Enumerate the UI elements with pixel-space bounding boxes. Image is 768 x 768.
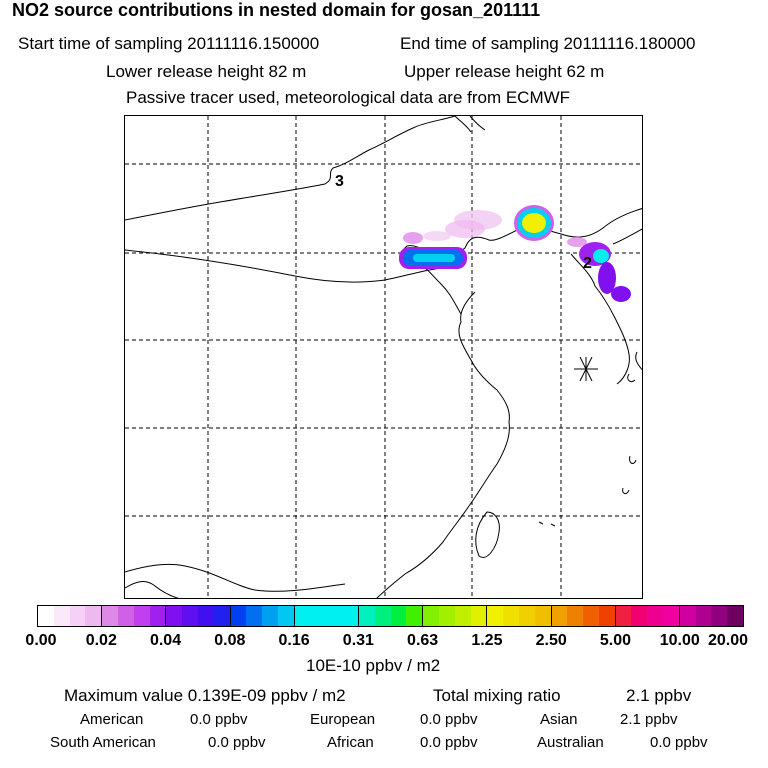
colorbar-tick-label: 2.50 bbox=[535, 632, 567, 649]
colorbar-segment bbox=[551, 606, 616, 626]
colorbar bbox=[37, 605, 744, 627]
colorbar-tick-label: 0.16 bbox=[278, 632, 310, 649]
colorbar-tick-label: 0.02 bbox=[85, 632, 117, 649]
colorbar-segment bbox=[294, 606, 359, 626]
region-name-african: African bbox=[327, 734, 374, 751]
total-mixing-label: Total mixing ratio bbox=[433, 686, 561, 705]
region-value-south-american: 0.0 ppbv bbox=[208, 734, 266, 751]
region-value-american: 0.0 ppbv bbox=[190, 711, 248, 728]
region-name-american: American bbox=[80, 711, 144, 728]
coastlines bbox=[125, 116, 642, 598]
colorbar-tick-label: 1.25 bbox=[471, 632, 503, 649]
colorbar-tick-label: 0.63 bbox=[407, 632, 439, 649]
colorbar-tick-label: 0.08 bbox=[214, 632, 246, 649]
colorbar-segment bbox=[487, 606, 552, 626]
colorbar-tick-label: 0.00 bbox=[25, 632, 57, 649]
colorbar-segment bbox=[230, 606, 295, 626]
region-name-asian: Asian bbox=[540, 711, 578, 728]
max-value: Maximum value 0.139E-09 ppbv / m2 bbox=[64, 686, 346, 705]
map-gridlines bbox=[125, 116, 642, 598]
region-name-european: European bbox=[310, 711, 376, 728]
colorbar-tick-label: 5.00 bbox=[599, 632, 632, 649]
region-name-australian: Australian bbox=[537, 734, 604, 751]
colorbar-segment bbox=[102, 606, 167, 626]
colorbar-segment bbox=[615, 606, 680, 626]
total-mixing-value: 2.1 ppbv bbox=[626, 686, 692, 705]
colorbar-unit: 10E-10 ppbv / m2 bbox=[306, 656, 441, 675]
region-value-african: 0.0 ppbv bbox=[420, 734, 478, 751]
asterisk-station-icon bbox=[574, 356, 598, 382]
colorbar-tick-label: 20.00 bbox=[707, 632, 749, 649]
tracer-note: Passive tracer used, meteorological data… bbox=[126, 88, 571, 107]
sampling-start: Start time of sampling 20111116.150000 bbox=[18, 34, 320, 53]
lower-release-height: Lower release height 82 m bbox=[106, 62, 307, 81]
region-value-asian: 2.1 ppbv bbox=[620, 711, 678, 728]
colorbar-segment bbox=[358, 606, 424, 626]
concentration-plumes bbox=[399, 205, 631, 302]
colorbar-segment bbox=[679, 606, 744, 626]
colorbar-tick-label: 0.31 bbox=[342, 632, 374, 649]
map-canvas: 3 2 bbox=[125, 116, 642, 598]
colorbar-segment bbox=[38, 606, 103, 626]
region-value-european: 0.0 ppbv bbox=[420, 711, 478, 728]
sampling-end: End time of sampling 20111116.180000 bbox=[400, 34, 696, 53]
region-name-south-american: South American bbox=[50, 734, 156, 751]
map-label-2: 2 bbox=[583, 255, 592, 272]
colorbar-segment bbox=[423, 606, 488, 626]
plot-title: NO2 source contributions in nested domai… bbox=[12, 0, 541, 20]
map-label-3: 3 bbox=[335, 173, 344, 190]
region-value-australian: 0.0 ppbv bbox=[650, 734, 708, 751]
colorbar-segment bbox=[166, 606, 231, 626]
upper-release-height: Upper release height 62 m bbox=[404, 62, 605, 81]
colorbar-tick-label: 10.00 bbox=[659, 632, 700, 649]
map-panel: 3 2 bbox=[124, 115, 643, 599]
colorbar-tick-label: 0.04 bbox=[149, 632, 182, 649]
